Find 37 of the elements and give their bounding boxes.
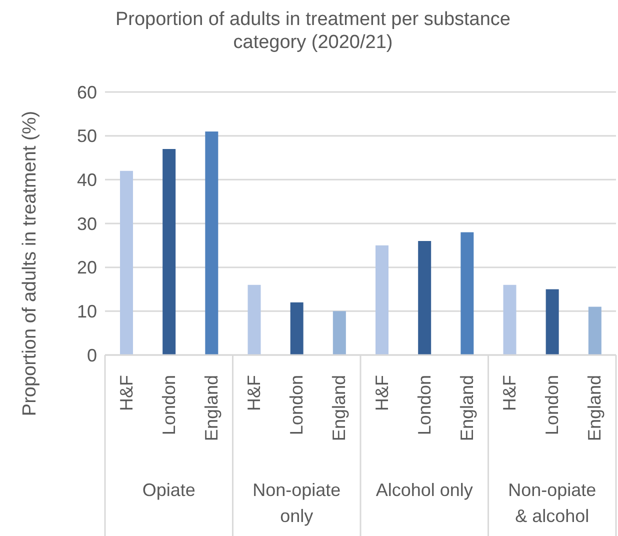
y-tick-label: 60 [76, 82, 97, 102]
x-tick-label: H&F [244, 374, 264, 411]
text: Non-opiate only [252, 479, 342, 528]
x-tick-label: England [584, 375, 605, 442]
bar [546, 289, 559, 355]
x-tick-label: London [286, 375, 307, 436]
chart-title: Proportion of adults in treatment per substance category (2020/21) [114, 8, 512, 54]
y-tick-label: 50 [76, 126, 97, 146]
bar [503, 284, 516, 355]
x-tick-label: London [158, 375, 179, 436]
x-tick-label: H&F [116, 374, 136, 411]
bar [120, 170, 133, 355]
x-tick-label: London [414, 375, 434, 436]
x-tick-label: H&F [500, 374, 520, 411]
x-tick-label: England [456, 375, 477, 442]
bar [460, 232, 474, 355]
y-tick-label: 10 [76, 302, 97, 322]
y-tick-label: 0 [86, 345, 97, 366]
x-tick-label: England [201, 375, 222, 442]
x-tick-label: H&F [372, 374, 392, 411]
bar [162, 148, 176, 355]
bar [418, 241, 432, 355]
y-tick-label: 20 [76, 258, 97, 278]
y-axis-title: Proportion of adults in treatment (%) [20, 110, 40, 416]
x-tick-label: London [542, 375, 562, 436]
text: Non-opiate & alcohol [507, 479, 598, 528]
bar [205, 131, 218, 355]
text: Opiate [141, 479, 196, 502]
bar [376, 245, 388, 355]
bar [332, 311, 346, 355]
bar [290, 302, 304, 355]
text: Alcohol only [374, 479, 474, 502]
y-tick-label: 30 [76, 214, 97, 234]
bar [588, 306, 602, 355]
bar [248, 284, 261, 355]
y-tick-label: 40 [76, 170, 97, 190]
x-tick-label: England [329, 375, 350, 442]
